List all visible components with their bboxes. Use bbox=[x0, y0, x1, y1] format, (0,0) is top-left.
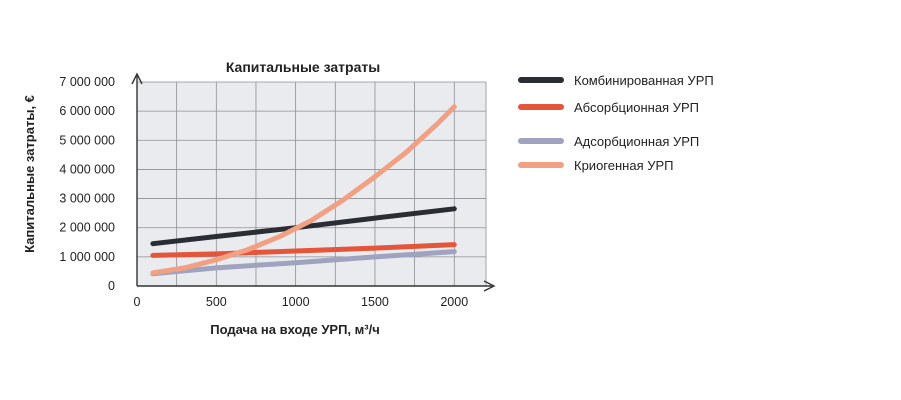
series-line bbox=[150, 104, 457, 276]
y-tick-label: 3 000 000 bbox=[59, 192, 115, 206]
x-tick-label: 1500 bbox=[361, 295, 389, 309]
y-axis-arrow bbox=[131, 72, 143, 85]
axes bbox=[131, 72, 496, 292]
legend-item: Абсорбционная УРП bbox=[518, 97, 699, 117]
series-line bbox=[150, 249, 457, 277]
y-tick-label: 2 000 000 bbox=[59, 221, 115, 235]
legend-swatch bbox=[518, 77, 564, 83]
x-tick-label: 0 bbox=[134, 295, 141, 309]
y-axis-label: Капитальные затраты, € bbox=[22, 95, 37, 253]
y-tick-label: 4 000 000 bbox=[59, 162, 115, 176]
legend-label: Адсорбционная УРП bbox=[574, 133, 700, 149]
chart-title: Капитальные затраты bbox=[226, 59, 380, 75]
x-tick-label: 500 bbox=[206, 295, 227, 309]
legend-swatch bbox=[518, 138, 564, 144]
legend-label: Комбинированная УРП bbox=[574, 72, 714, 88]
x-axis-arrow bbox=[483, 280, 496, 292]
legend-item: Комбинированная УРП bbox=[518, 70, 714, 90]
x-axis-label: Подача на входе УРП, м³/ч bbox=[210, 322, 380, 337]
y-tick-label: 0 bbox=[108, 279, 115, 293]
legend-item: Адсорбционная УРП bbox=[518, 131, 699, 151]
legend-label: Абсорбционная УРП bbox=[574, 99, 699, 115]
x-tick-label: 2000 bbox=[440, 295, 468, 309]
y-tick-label: 5 000 000 bbox=[59, 133, 115, 147]
series-line bbox=[150, 242, 457, 258]
y-tick-label: 6 000 000 bbox=[59, 104, 115, 118]
tick-labels: 0 1 000 000 2 000 000 3 000 000 4 000 000 5 0… bbox=[59, 75, 468, 309]
y-tick-label: 7 000 000 bbox=[59, 75, 115, 89]
legend-item: Криогенная УРП bbox=[518, 155, 674, 175]
series-lines bbox=[150, 104, 457, 277]
legend-swatch bbox=[518, 162, 564, 168]
legend-label: Криогенная УРП bbox=[574, 157, 674, 173]
x-tick-label: 1000 bbox=[282, 295, 310, 309]
legend-swatch bbox=[518, 104, 564, 110]
y-tick-label: 1 000 000 bbox=[59, 250, 115, 264]
